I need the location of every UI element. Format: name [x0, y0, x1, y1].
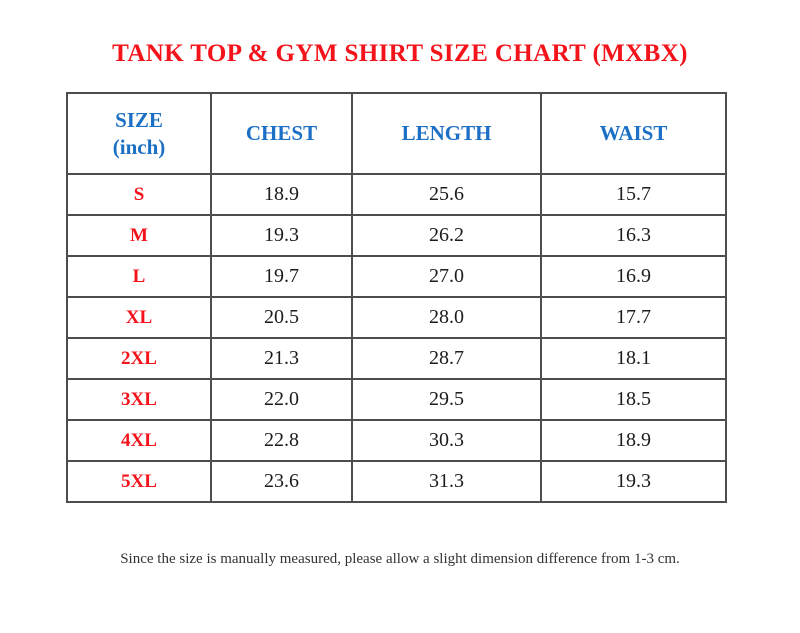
measurement-value: 21.3	[210, 337, 353, 380]
footnote: Since the size is manually measured, ple…	[120, 551, 680, 567]
table-row: M 19.3 26.2 16.3	[66, 214, 727, 257]
measurement-value: 20.5	[210, 296, 353, 339]
page-title: TANK TOP & GYM SHIRT SIZE CHART (MXBX)	[112, 40, 688, 67]
measurement-value: 19.3	[210, 214, 353, 257]
size-label: 3XL	[66, 378, 212, 421]
measurement-value: 28.0	[351, 296, 542, 339]
table-row: XL 20.5 28.0 17.7	[66, 296, 727, 339]
size-header-label: SIZE	[115, 108, 163, 133]
column-header-size: SIZE (inch)	[66, 92, 212, 175]
measurement-value: 22.0	[210, 378, 353, 421]
measurement-value: 16.9	[540, 255, 727, 298]
measurement-value: 18.5	[540, 378, 727, 421]
measurement-value: 16.3	[540, 214, 727, 257]
header-row: SIZE (inch) CHEST LENGTH WAIST	[66, 92, 727, 175]
table-row: 5XL 23.6 31.3 19.3	[66, 460, 727, 503]
size-label: 5XL	[66, 460, 212, 503]
size-label: 2XL	[66, 337, 212, 380]
column-header-chest: CHEST	[210, 92, 353, 175]
measurement-value: 30.3	[351, 419, 542, 462]
measurement-value: 22.8	[210, 419, 353, 462]
measurement-value: 15.7	[540, 173, 727, 216]
size-label: S	[66, 173, 212, 216]
size-label: M	[66, 214, 212, 257]
size-label: 4XL	[66, 419, 212, 462]
column-header-length: LENGTH	[351, 92, 542, 175]
table-row: 4XL 22.8 30.3 18.9	[66, 419, 727, 462]
measurement-value: 26.2	[351, 214, 542, 257]
measurement-value: 31.3	[351, 460, 542, 503]
measurement-value: 17.7	[540, 296, 727, 339]
measurement-value: 19.3	[540, 460, 727, 503]
measurement-value: 25.6	[351, 173, 542, 216]
measurement-value: 29.5	[351, 378, 542, 421]
size-header-unit: (inch)	[112, 134, 166, 159]
size-label: XL	[66, 296, 212, 339]
table-row: S 18.9 25.6 15.7	[66, 173, 727, 216]
table-row: 2XL 21.3 28.7 18.1	[66, 337, 727, 380]
column-header-waist: WAIST	[540, 92, 727, 175]
measurement-value: 19.7	[210, 255, 353, 298]
measurement-value: 27.0	[351, 255, 542, 298]
measurement-value: 23.6	[210, 460, 353, 503]
table-body: S 18.9 25.6 15.7 M 19.3 26.2 16.3 L 19.7 27.0 16.9 X…	[66, 173, 727, 503]
size-label: L	[66, 255, 212, 298]
measurement-value: 18.1	[540, 337, 727, 380]
measurement-value: 18.9	[540, 419, 727, 462]
table-row: 3XL 22.0 29.5 18.5	[66, 378, 727, 421]
table-row: L 19.7 27.0 16.9	[66, 255, 727, 298]
measurement-value: 28.7	[351, 337, 542, 380]
size-chart-table: SIZE (inch) CHEST LENGTH WAIST S 18.9 25.6 15…	[66, 92, 727, 503]
measurement-value: 18.9	[210, 173, 353, 216]
